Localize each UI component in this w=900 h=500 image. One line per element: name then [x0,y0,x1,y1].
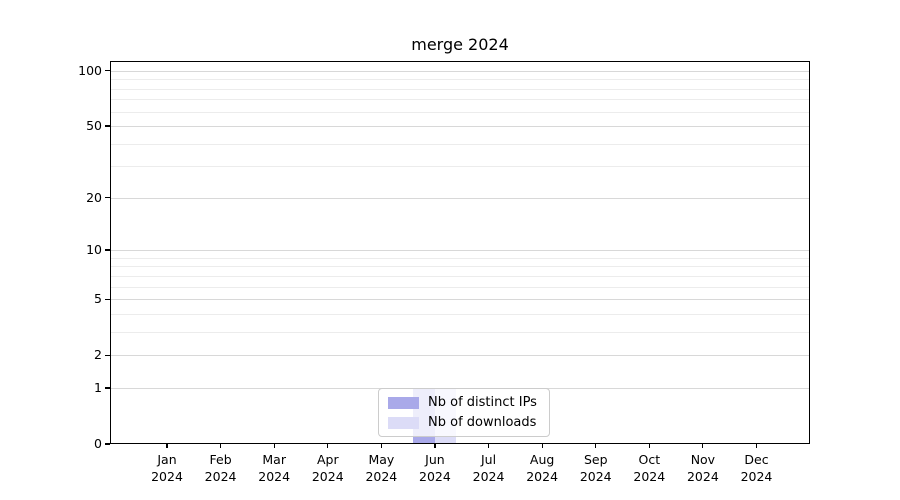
y-tickmark [105,298,110,300]
y-gridline-minor [110,143,810,145]
x-tickmark [487,444,490,448]
x-tickmark [595,444,597,448]
y-gridline-major [110,250,810,252]
x-tickmark [434,444,436,448]
y-gridline-minor [110,286,810,288]
x-tick-label: Feb 2024 [204,452,237,484]
y-gridline-minor [110,79,810,81]
x-tickmark [327,444,329,448]
y-tick-label: 2 [94,347,102,363]
y-gridline-minor [110,166,810,168]
x-tickmark [219,444,222,448]
x-tick-label: Jul 2024 [472,452,505,484]
legend-item-distinct-ips: Nb of distinct IPs [388,395,537,410]
x-tick-label: Sep 2024 [579,452,612,484]
x-tick-label: Aug 2024 [526,452,559,484]
y-gridline-minor [110,331,810,333]
x-tick-label: Jun 2024 [419,452,451,484]
y-gridline-minor [110,111,810,113]
x-tickmark [380,444,382,448]
y-gridline-minor [110,99,810,101]
legend-label-downloads: Nb of downloads [428,415,537,430]
x-tick-label: Jan 2024 [151,452,183,484]
y-tick-label: 1 [94,379,102,395]
x-tick-label: Apr 2024 [311,452,344,484]
y-gridline-minor [110,257,810,259]
y-tickmark [105,387,110,389]
legend: Nb of distinct IPs Nb of downloads [378,388,550,437]
y-tick-label: 5 [94,291,102,307]
y-tick-label: 50 [86,118,102,134]
y-tickmark [105,354,110,356]
x-tickmark [648,444,650,448]
y-gridline-major [110,197,810,199]
x-tick-label: Nov 2024 [686,452,719,484]
y-tickmark [105,197,110,199]
y-tick-label: 10 [86,242,102,258]
x-tickmark [273,444,275,448]
y-tick-label: 100 [78,62,102,78]
y-gridline-major [110,126,810,128]
x-tick-label: Dec 2024 [740,452,773,484]
y-tickmark [105,70,110,72]
legend-item-downloads: Nb of downloads [388,415,537,430]
y-gridline-major [110,299,810,301]
x-tick-label: Mar 2024 [258,452,291,484]
x-tickmark [541,444,543,448]
y-gridline-minor [110,313,810,315]
plot-border [110,61,810,444]
legend-swatch-downloads [388,416,419,429]
y-tickmark [105,125,110,127]
y-gridline-major [110,355,810,357]
legend-label-distinct-ips: Nb of distinct IPs [428,395,537,410]
y-gridline-minor [110,266,810,268]
chart-title: merge 2024 [411,35,509,54]
x-tick-label: Oct 2024 [633,452,666,484]
y-tickmark [105,443,110,445]
x-tickmark [702,444,704,448]
y-tick-label: 0 [94,436,102,451]
y-gridline-minor [110,275,810,277]
y-gridline-minor [110,88,810,90]
x-tickmark [755,444,758,448]
legend-swatch-distinct-ips [388,396,419,409]
x-tickmark [166,444,168,448]
y-tickmark [105,249,110,251]
y-tick-label: 20 [86,189,102,205]
y-gridline-major [110,70,810,72]
x-tick-label: May 2024 [365,452,398,484]
